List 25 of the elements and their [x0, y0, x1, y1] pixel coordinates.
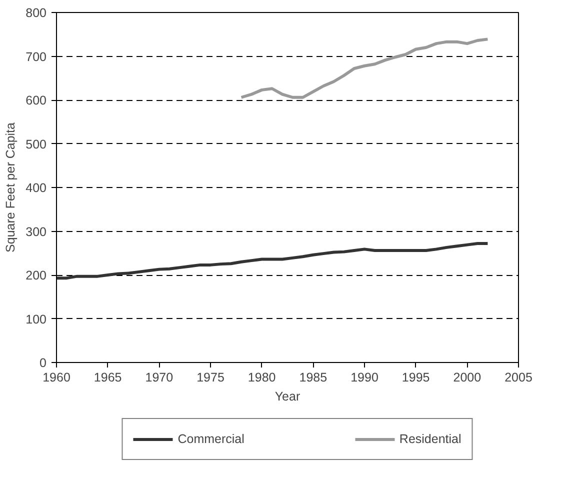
legend-label: Commercial: [178, 432, 244, 446]
x-tick-label: 1975: [196, 370, 224, 384]
line-series: [240, 38, 490, 99]
x-tick-label: 2005: [504, 370, 532, 384]
y-tick-label: 300: [26, 224, 47, 239]
x-tick-label: 1980: [248, 370, 276, 384]
x-tick-label: 1995: [402, 370, 430, 384]
y-tick-label: 100: [26, 312, 47, 326]
x-tick-label: 2000: [453, 370, 482, 384]
y-tick-label: 500: [26, 137, 47, 152]
y-axis-title: Square Feet per Capita: [4, 122, 18, 252]
y-tick-label: 600: [26, 94, 47, 108]
y-tick-label: 200: [26, 268, 47, 282]
legend-label: Residential: [399, 432, 462, 446]
x-tick-label: 1990: [350, 370, 378, 384]
line-series: [56, 242, 490, 280]
x-tick-label: 1970: [145, 370, 174, 384]
y-tick-label: 800: [26, 6, 47, 20]
y-tick-label: 400: [26, 181, 47, 195]
x-axis-title: Year: [274, 390, 300, 404]
y-tick-label: 0: [40, 356, 47, 370]
x-tick-label: 1985: [299, 370, 328, 384]
x-tick-label: 1960: [42, 370, 70, 384]
x-tick-label: 1965: [94, 370, 122, 384]
y-tick-label: 700: [26, 50, 47, 64]
